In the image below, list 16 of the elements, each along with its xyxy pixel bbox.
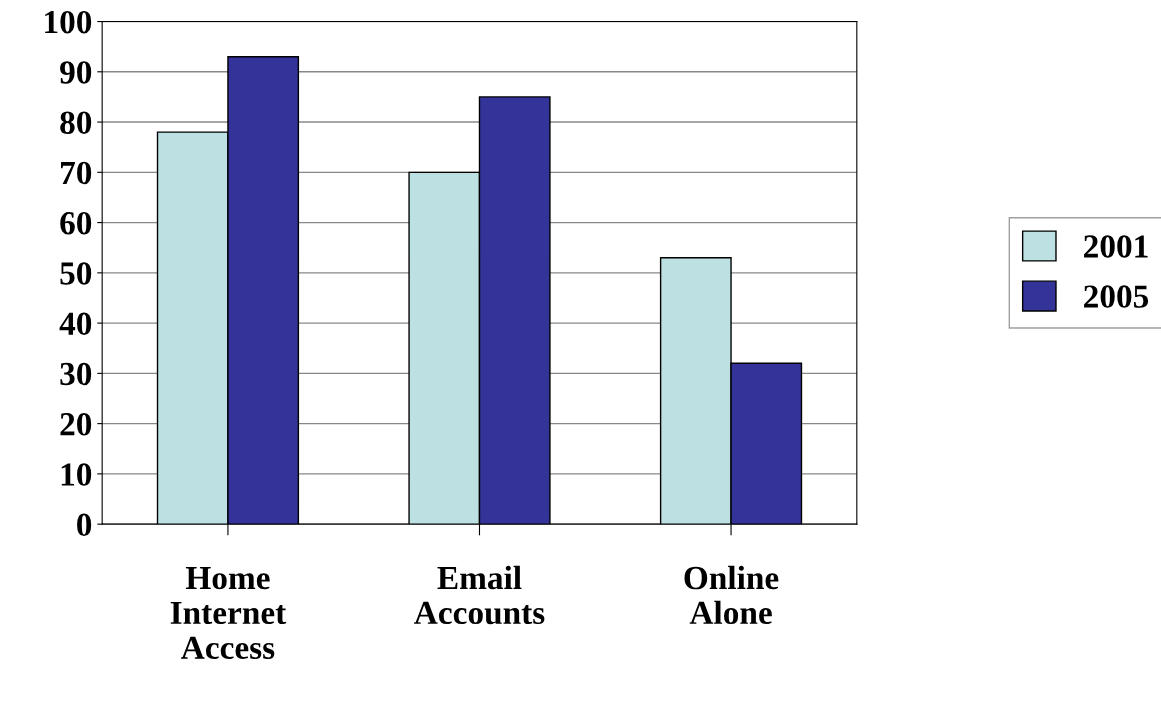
y-tick-label: 0 — [77, 513, 92, 537]
y-tick-label: 80 — [60, 111, 92, 134]
y-tick-label: 100 — [45, 10, 92, 34]
y-tick-label: 50 — [60, 262, 92, 285]
legend-label: 2001 — [1084, 235, 1148, 258]
y-tick-label: 90 — [60, 61, 92, 84]
y-tick-label: 30 — [60, 362, 92, 386]
y-tick-label: 70 — [61, 161, 92, 185]
y-tick-label: 40 — [59, 312, 92, 335]
y-tick-label: 20 — [60, 413, 92, 436]
y-tick-label: 60 — [60, 211, 92, 235]
legend-label: 2005 — [1084, 285, 1149, 308]
x-tick-label: Online Alone — [684, 565, 779, 625]
x-tick-label: Home Internet Access — [170, 567, 287, 659]
y-tick-label: 10 — [61, 463, 92, 486]
x-tick-label: Email Accounts — [414, 565, 545, 625]
